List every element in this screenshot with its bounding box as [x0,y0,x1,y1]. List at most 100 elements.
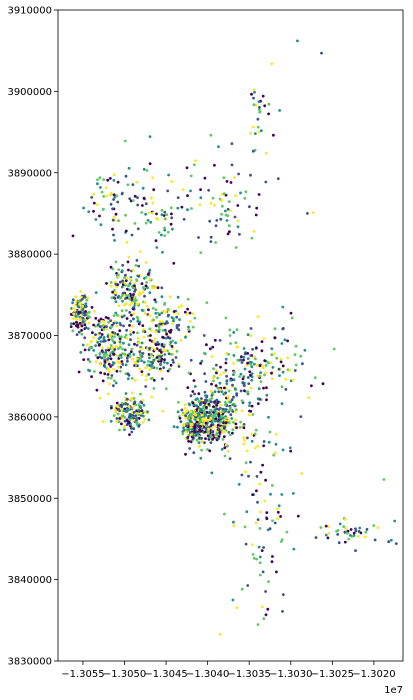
data-point [228,406,232,409]
data-point [104,339,107,343]
data-point [346,531,349,535]
data-point [248,205,251,209]
data-point [249,173,252,177]
data-point [187,371,191,375]
data-point [130,416,133,420]
data-point [73,304,77,307]
data-point [382,478,386,481]
data-point [119,323,122,327]
data-point [272,352,276,356]
data-point [129,350,133,354]
data-point [132,410,136,414]
data-point [83,348,87,352]
data-point [117,268,121,271]
data-point [136,331,139,335]
data-point [107,348,111,352]
data-point [213,415,216,419]
data-point [104,349,108,352]
data-point [109,344,113,347]
data-point [135,343,139,347]
data-point [151,306,155,310]
data-point [98,351,102,355]
data-point [267,102,271,106]
data-point [154,285,158,288]
data-point [76,305,80,308]
data-point [251,553,255,556]
data-point [224,316,228,320]
data-point [127,343,131,347]
data-point [130,324,134,328]
data-point [349,534,352,537]
data-point [107,392,110,396]
data-point [208,408,212,412]
data-point [142,287,146,290]
data-point [121,412,125,416]
data-point [96,323,100,327]
data-point [188,403,192,407]
data-point [225,351,228,355]
data-point [81,316,85,320]
data-point [117,361,121,365]
data-point [98,363,102,366]
data-point [155,366,159,370]
data-point [224,409,227,413]
data-point [130,430,134,434]
data-point [108,370,111,374]
data-point [115,313,119,317]
data-point [187,328,191,331]
data-point [128,433,131,436]
data-point [124,213,127,217]
data-point [160,377,164,381]
data-point [229,209,232,213]
data-point [72,322,76,325]
data-point [96,203,99,207]
data-point [233,370,236,374]
data-point [132,353,136,356]
data-point [188,447,192,450]
data-point [144,276,148,279]
data-point [144,202,148,206]
data-point [166,308,170,311]
data-point [321,382,325,386]
data-point [199,196,203,200]
data-point [217,408,221,411]
data-point [258,527,262,530]
data-point [144,221,148,225]
data-point [165,336,168,340]
data-point [133,281,137,285]
data-point [140,359,144,363]
data-point [264,180,268,184]
data-point [255,206,259,210]
data-point [244,470,248,474]
data-point [224,443,228,447]
data-point [204,437,207,440]
data-point [246,357,250,360]
data-point [222,371,226,374]
data-point [69,325,73,328]
data-point [159,350,163,354]
data-point [111,207,114,211]
data-point [176,410,180,414]
data-point [148,314,152,317]
data-point [136,227,140,231]
data-point [71,329,75,333]
data-point [120,422,123,426]
data-point [161,329,165,332]
data-point [184,414,188,417]
x-tick-label: −1.3055 [61,669,104,680]
data-point [204,394,208,397]
data-point [118,340,122,344]
data-point [83,336,87,340]
data-point [88,369,92,373]
data-point [136,336,140,340]
data-point [237,172,241,176]
data-point [289,449,293,453]
data-point [84,302,88,306]
data-point [156,286,160,290]
data-point [230,417,234,420]
data-point [281,593,285,596]
data-point [227,430,231,434]
data-point [239,420,243,424]
data-point [260,605,264,609]
data-point [214,384,218,387]
